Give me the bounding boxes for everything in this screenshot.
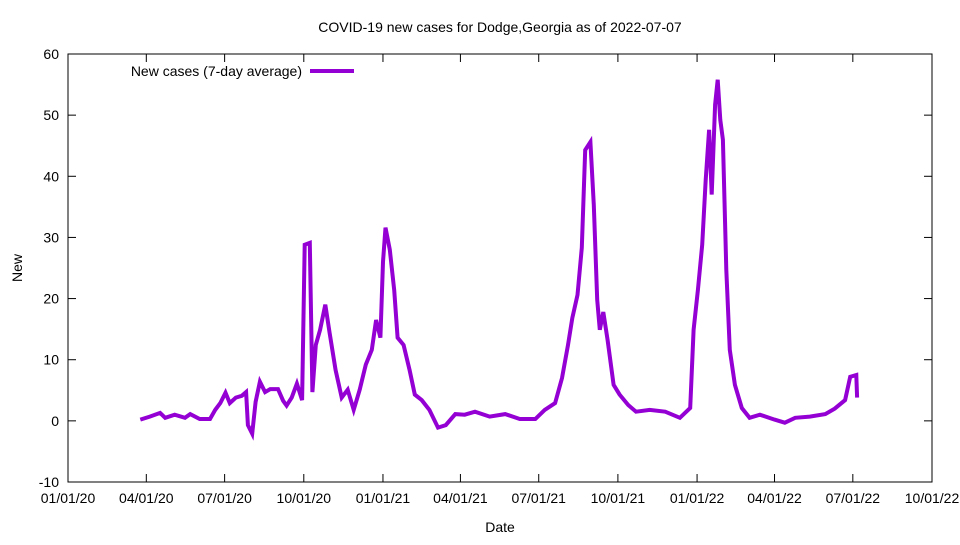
series-line: [140, 80, 857, 434]
x-tick-label: 07/01/21: [511, 490, 566, 506]
y-tick-label: 40: [43, 168, 59, 184]
x-tick-label: 10/01/21: [591, 490, 646, 506]
legend-label: New cases (7-day average): [131, 63, 302, 79]
y-axis: -10 0 10 20 30 40 50 60: [39, 46, 932, 490]
x-tick-label: 01/01/20: [41, 490, 96, 506]
x-tick-label: 07/01/22: [826, 490, 881, 506]
y-tick-label: 30: [43, 229, 59, 245]
y-tick-label: -10: [39, 474, 59, 490]
y-tick-label: 10: [43, 352, 59, 368]
x-tick-label: 07/01/20: [197, 490, 252, 506]
x-tick-label: 01/01/22: [670, 490, 725, 506]
chart-title: COVID-19 new cases for Dodge,Georgia as …: [318, 19, 682, 35]
x-axis: 01/01/20 04/01/20 07/01/20 10/01/20 01/01/21…: [41, 54, 960, 506]
series-layer: [140, 80, 857, 434]
x-tick-label: 04/01/21: [433, 490, 488, 506]
y-axis-label: New: [9, 253, 25, 282]
x-axis-label: Date: [485, 519, 515, 535]
x-tick-label: 01/01/21: [356, 490, 411, 506]
y-tick-label: 20: [43, 291, 59, 307]
y-tick-label: 60: [43, 46, 59, 62]
y-tick-label: 0: [51, 413, 59, 429]
legend: New cases (7-day average): [131, 63, 354, 79]
x-tick-label: 04/01/20: [119, 490, 174, 506]
x-tick-label: 10/01/20: [277, 490, 332, 506]
x-tick-label: 04/01/22: [747, 490, 802, 506]
y-tick-label: 50: [43, 107, 59, 123]
x-tick-label: 10/01/22: [905, 490, 960, 506]
